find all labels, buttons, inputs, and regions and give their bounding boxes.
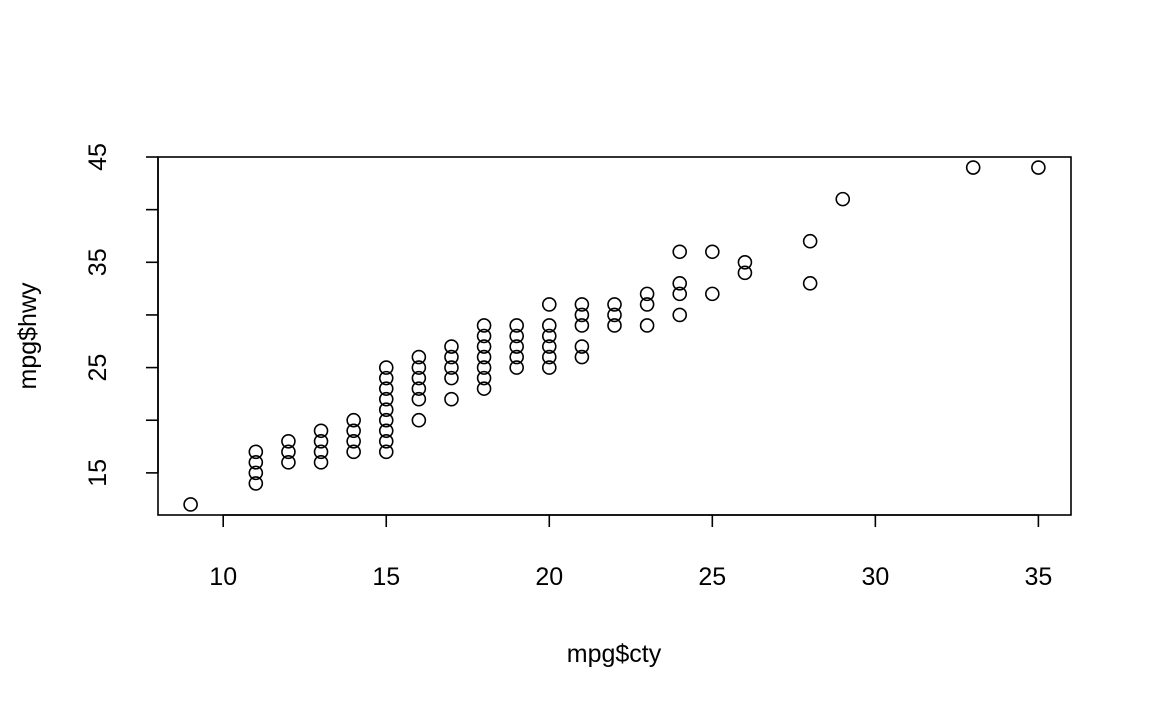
scatter-point <box>509 349 524 365</box>
scatter-point <box>183 497 198 512</box>
y-axis-title: mpg$hwy <box>14 282 42 389</box>
scatter-point <box>574 318 590 333</box>
scatter-point <box>639 286 655 302</box>
scatter-point <box>607 307 622 323</box>
x-tick-label: 10 <box>209 563 237 591</box>
scatter-point <box>541 297 557 312</box>
scatter-point <box>281 455 296 470</box>
scatter-point <box>509 339 524 354</box>
scatter-point <box>346 433 361 449</box>
scatter-point <box>802 276 818 291</box>
scatter-point <box>476 381 492 396</box>
scatter-point <box>378 402 394 418</box>
scatter-point <box>313 444 329 460</box>
scatter-point <box>541 349 557 365</box>
scatter-point <box>444 370 459 386</box>
y-tick-label: 35 <box>84 248 112 276</box>
scatter-point <box>378 370 394 386</box>
scatter-point <box>444 339 459 354</box>
x-tick-label: 30 <box>861 563 889 591</box>
scatter-point <box>607 297 622 312</box>
scatter-point <box>574 349 590 365</box>
scatter-point <box>802 233 818 249</box>
scatter-point <box>248 444 264 460</box>
scatter-point <box>313 433 329 449</box>
scatter-point <box>574 297 590 312</box>
scatter-point <box>378 444 394 460</box>
scatter-point <box>281 433 296 449</box>
x-axis: 10 15 20 25 30 35 <box>209 514 1052 591</box>
scatter-point <box>639 297 655 312</box>
scatter-point <box>476 360 492 375</box>
scatter-point <box>444 360 459 375</box>
scatter-point <box>411 349 427 365</box>
y-tick-label: 25 <box>84 354 112 382</box>
scatter-point <box>737 254 753 270</box>
scatter-point <box>313 423 329 439</box>
scatter-point <box>574 339 590 354</box>
scatter-point <box>607 318 622 333</box>
y-axis: 15 25 35 45 <box>84 143 159 487</box>
scatter-point <box>378 360 394 375</box>
scatter-point <box>835 191 851 207</box>
scatter-point <box>705 244 720 260</box>
scatter-point <box>476 349 492 365</box>
scatter-point <box>346 444 361 460</box>
scatter-point <box>411 370 427 386</box>
scatter-point <box>574 307 590 323</box>
scatter-point <box>509 360 524 375</box>
scatter-point <box>705 286 720 302</box>
scatter-point <box>672 244 688 260</box>
x-tick-label: 20 <box>535 563 563 591</box>
scatter-point <box>476 328 492 344</box>
scatter-point <box>248 455 264 470</box>
scatter-point <box>541 328 557 344</box>
scatter-point <box>378 423 394 439</box>
x-tick-label: 15 <box>372 563 400 591</box>
scatter-point <box>476 339 492 354</box>
scatter-point <box>476 318 492 333</box>
x-axis-title: mpg$cty <box>567 640 662 668</box>
scatter-point <box>444 349 459 365</box>
scatter-point <box>509 318 524 333</box>
scatter-point <box>672 286 688 302</box>
x-tick-label: 35 <box>1024 563 1052 591</box>
scatter-point <box>672 276 688 291</box>
scatter-point <box>737 265 753 281</box>
scatter-point <box>378 412 394 428</box>
scatter-point <box>411 412 427 428</box>
y-tick-label: 45 <box>84 143 112 171</box>
scatter-point <box>541 318 557 333</box>
scatter-point <box>313 455 329 470</box>
scatter-point <box>248 476 264 491</box>
scatter-point <box>639 318 655 333</box>
scatter-point <box>1031 160 1046 175</box>
x-tick-label: 25 <box>698 563 726 591</box>
scatter-point <box>444 391 459 407</box>
scatter-point <box>281 444 296 460</box>
scatter-point <box>346 412 361 428</box>
scatter-point <box>411 381 427 396</box>
scatter-point <box>411 360 427 375</box>
scatter-point <box>476 370 492 386</box>
y-tick-label: 15 <box>84 459 112 487</box>
scatter-point <box>378 433 394 449</box>
scatter-point <box>541 339 557 354</box>
scatter-point <box>248 465 264 481</box>
scatter-point <box>411 391 427 407</box>
scatter-point <box>541 360 557 375</box>
scatter-point <box>965 160 981 175</box>
scatter-point <box>672 307 688 323</box>
scatter-point <box>378 391 394 407</box>
scatter-point <box>509 328 524 344</box>
scatter-point <box>346 423 361 439</box>
scatter-point <box>378 381 394 396</box>
data-points <box>183 160 1046 512</box>
